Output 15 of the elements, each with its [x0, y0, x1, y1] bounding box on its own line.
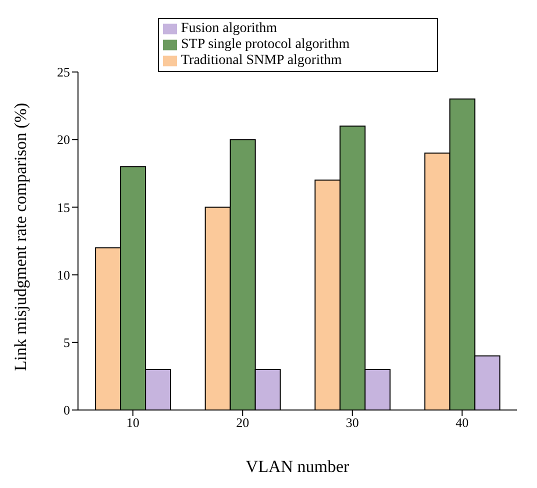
legend-label: Fusion algorithm [181, 21, 278, 36]
x-axis-title: VLAN number [246, 457, 350, 476]
y-tick-label: 20 [57, 132, 70, 148]
y-tick-label: 0 [64, 402, 70, 418]
y-axis-title: Link misjudgment rate comparison (%) [11, 102, 30, 371]
x-tick-label: 40 [456, 415, 469, 430]
legend-label: STP single protocol algorithm [181, 37, 350, 52]
x-tick-label: 20 [236, 415, 250, 430]
y-tick-label: 5 [64, 335, 70, 350]
y-tick-label: 10 [57, 267, 70, 282]
x-tick-label: 10 [126, 415, 140, 430]
y-tick-label: 15 [57, 200, 70, 215]
x-tick-label: 30 [346, 415, 359, 430]
y-tick-label: 25 [57, 64, 70, 80]
legend-label: Traditional SNMP algorithm [181, 53, 342, 68]
